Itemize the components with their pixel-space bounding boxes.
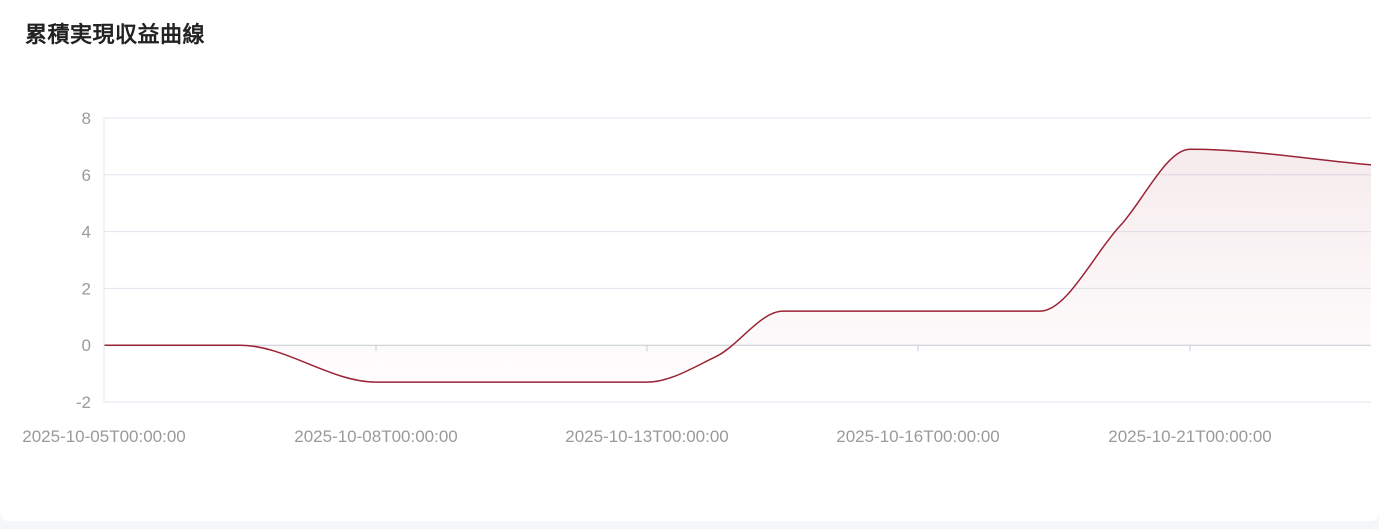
x-tick-label: 2025-10-05T00:00:00: [22, 427, 186, 446]
y-tick-label: 0: [82, 336, 91, 355]
series-line: [103, 148, 1372, 383]
tick-labels: -2 0 2 4 6 8 2025-10-05T00:00:00 2025-10-08T00:…: [22, 109, 1272, 446]
y-tick-label: -2: [76, 393, 91, 412]
data-point-5: [715, 356, 717, 358]
chart-title: 累積実現収益曲線: [25, 23, 206, 48]
data-point-6: [782, 310, 784, 312]
data-point-3: [511, 381, 513, 383]
data-point-9: [1119, 225, 1121, 227]
data-point-8: [1039, 310, 1041, 312]
series-area: [104, 149, 1371, 383]
data-point-10: [1189, 148, 1191, 150]
x-tick-label: 2025-10-08T00:00:00: [294, 427, 458, 446]
y-tick-label: 2: [82, 279, 91, 298]
data-point-11: [1370, 164, 1372, 166]
x-tick-label: 2025-10-21T00:00:00: [1108, 427, 1272, 446]
y-tick-label: 4: [82, 223, 91, 242]
data-point-4: [646, 381, 648, 383]
y-tick-label: 6: [82, 166, 91, 185]
x-tick-label: 2025-10-13T00:00:00: [565, 427, 729, 446]
axis-layer: [103, 118, 1191, 402]
data-point-2: [375, 381, 377, 383]
data-point-7: [917, 310, 919, 312]
x-tick-label: 2025-10-16T00:00:00: [836, 427, 1000, 446]
y-tick-label: 8: [82, 109, 91, 128]
data-point-1: [239, 344, 241, 346]
area-layer: [103, 148, 1372, 383]
